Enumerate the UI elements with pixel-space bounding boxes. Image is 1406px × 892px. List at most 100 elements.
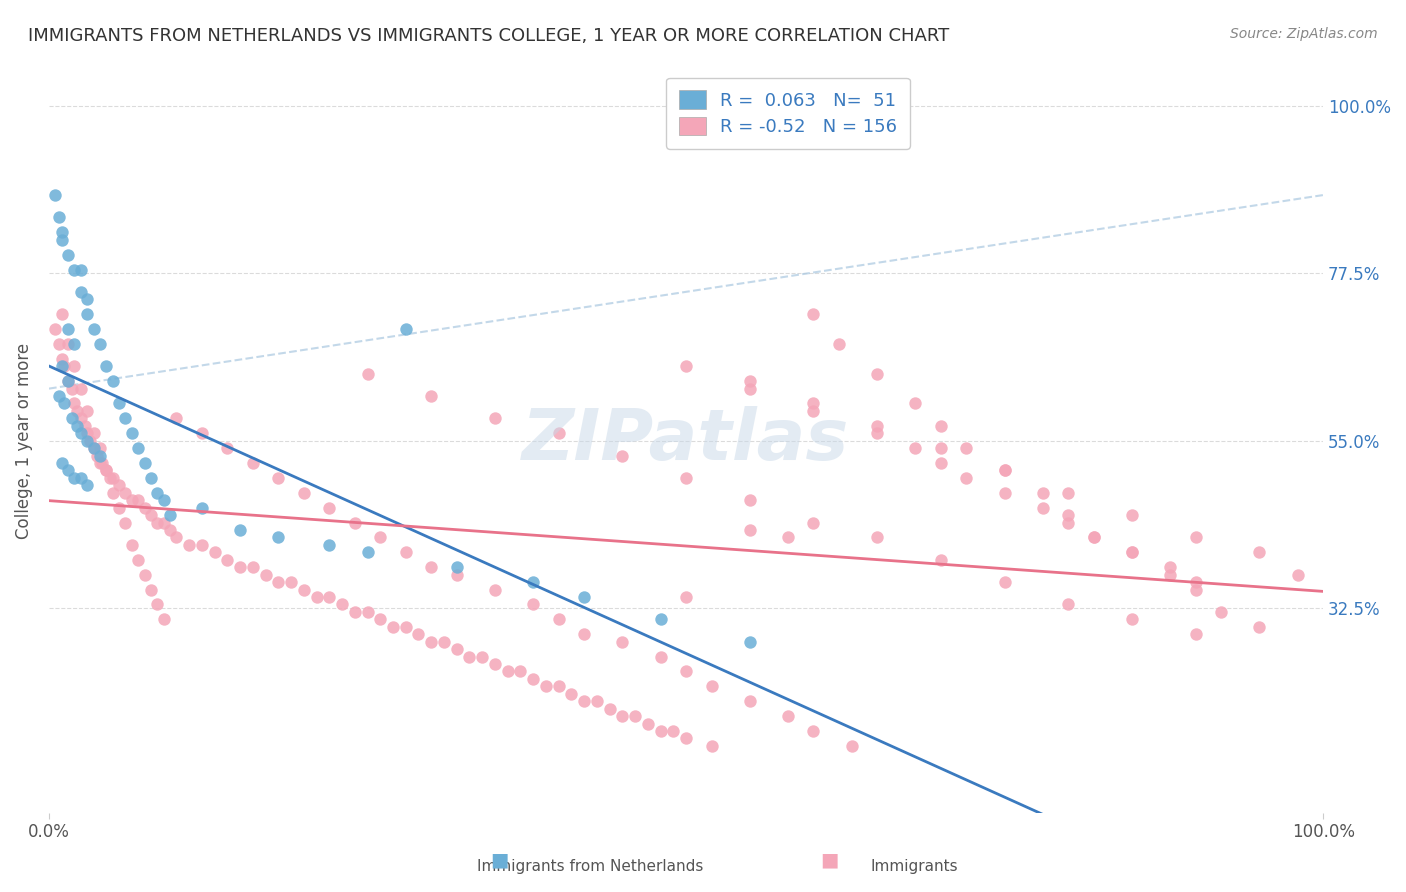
- Point: [191, 426, 214, 441]
- Point: [51, 456, 73, 470]
- Text: Source: ZipAtlas.com: Source: ZipAtlas.com: [1230, 27, 1378, 41]
- Point: [738, 523, 761, 537]
- Point: [101, 485, 124, 500]
- Point: [1211, 605, 1233, 619]
- Point: [101, 471, 124, 485]
- Point: [675, 731, 697, 746]
- Point: [547, 612, 569, 626]
- Point: [929, 418, 952, 433]
- Point: [1032, 485, 1054, 500]
- Point: [738, 374, 761, 388]
- Point: [637, 716, 659, 731]
- Point: [121, 426, 143, 441]
- Y-axis label: College, 1 year or more: College, 1 year or more: [15, 343, 32, 539]
- Point: [738, 382, 761, 396]
- Point: [267, 575, 290, 590]
- Point: [866, 531, 889, 545]
- Point: [44, 322, 66, 336]
- Point: [165, 411, 187, 425]
- Point: [48, 211, 70, 225]
- Point: [612, 449, 634, 463]
- Point: [63, 262, 86, 277]
- Point: [395, 545, 418, 559]
- Point: [803, 516, 825, 530]
- Point: [56, 337, 79, 351]
- Point: [866, 418, 889, 433]
- Point: [66, 404, 89, 418]
- Point: [408, 627, 430, 641]
- Point: [994, 463, 1017, 477]
- Point: [458, 649, 481, 664]
- Point: [53, 359, 76, 374]
- Point: [1121, 545, 1143, 559]
- Point: [56, 374, 79, 388]
- Point: [471, 649, 494, 664]
- Point: [96, 359, 118, 374]
- Point: [152, 493, 174, 508]
- Point: [1121, 508, 1143, 523]
- Point: [904, 396, 927, 410]
- Point: [191, 500, 214, 515]
- Point: [1057, 485, 1080, 500]
- Point: [572, 694, 595, 708]
- Point: [146, 485, 169, 500]
- Point: [509, 665, 531, 679]
- Point: [318, 590, 340, 604]
- Point: [101, 374, 124, 388]
- Point: [828, 337, 851, 351]
- Point: [484, 657, 506, 671]
- Point: [179, 538, 201, 552]
- Point: [165, 531, 187, 545]
- Point: [76, 307, 98, 321]
- Point: [1083, 531, 1105, 545]
- Point: [134, 500, 156, 515]
- Point: [217, 553, 239, 567]
- Point: [650, 649, 672, 664]
- Point: [356, 367, 378, 381]
- Text: ZIPatlas: ZIPatlas: [523, 406, 849, 475]
- Point: [994, 575, 1017, 590]
- Point: [368, 531, 391, 545]
- Point: [522, 575, 544, 590]
- Point: [1159, 560, 1181, 574]
- Point: [152, 612, 174, 626]
- Point: [343, 605, 366, 619]
- Point: [675, 471, 697, 485]
- Point: [66, 418, 89, 433]
- Point: [1184, 627, 1206, 641]
- Point: [1249, 545, 1271, 559]
- Point: [139, 471, 162, 485]
- Point: [96, 463, 118, 477]
- Point: [776, 531, 799, 545]
- Point: [382, 620, 405, 634]
- Point: [159, 523, 181, 537]
- Point: [114, 485, 136, 500]
- Point: [612, 709, 634, 723]
- Point: [496, 665, 519, 679]
- Point: [229, 523, 252, 537]
- Point: [60, 382, 83, 396]
- Point: [69, 262, 91, 277]
- Point: [56, 247, 79, 261]
- Point: [56, 374, 79, 388]
- Point: [662, 724, 685, 739]
- Point: [86, 449, 108, 463]
- Point: [866, 367, 889, 381]
- Text: ■: ■: [489, 851, 509, 870]
- Point: [420, 560, 443, 574]
- Point: [83, 441, 105, 455]
- Point: [98, 471, 121, 485]
- Point: [446, 642, 468, 657]
- Legend: R =  0.063   N=  51, R = -0.52   N = 156: R = 0.063 N= 51, R = -0.52 N = 156: [666, 78, 910, 149]
- Point: [83, 322, 105, 336]
- Point: [1057, 516, 1080, 530]
- Point: [89, 441, 111, 455]
- Point: [134, 567, 156, 582]
- Point: [242, 560, 264, 574]
- Point: [83, 426, 105, 441]
- Point: [108, 396, 131, 410]
- Point: [69, 411, 91, 425]
- Point: [51, 351, 73, 366]
- Point: [127, 441, 149, 455]
- Point: [738, 694, 761, 708]
